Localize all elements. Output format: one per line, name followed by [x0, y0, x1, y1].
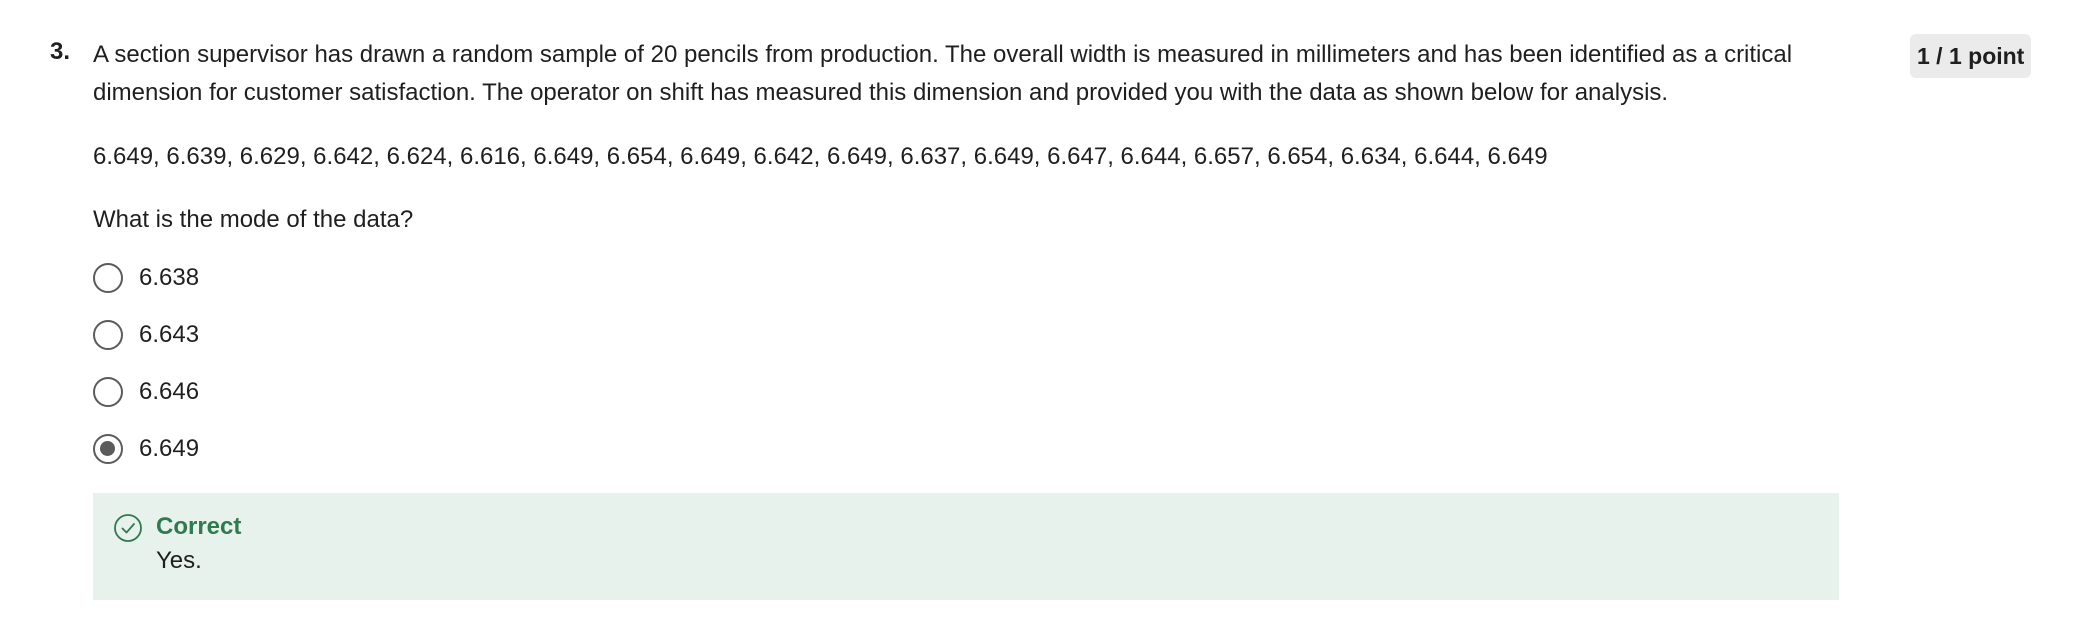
answer-option-6-646[interactable]: 6.646	[93, 376, 1833, 408]
option-label: 6.649	[139, 435, 200, 462]
points-badge: 1 / 1 point	[1910, 34, 2032, 78]
answer-option-6-643[interactable]: 6.643	[93, 319, 1833, 351]
answer-options: 6.638 6.643 6.646 6.649	[93, 262, 1833, 465]
feedback-title: Correct	[156, 513, 242, 540]
check-circle-icon	[114, 514, 142, 542]
radio-button[interactable]	[93, 263, 123, 293]
question-body: A section supervisor has drawn a random …	[93, 36, 1833, 490]
question-prompt: What is the mode of the data?	[93, 206, 414, 233]
radio-button[interactable]	[93, 377, 123, 407]
question-data: 6.649, 6.639, 6.629, 6.642, 6.624, 6.616…	[93, 143, 1548, 170]
feedback-text: Yes.	[156, 547, 202, 574]
feedback-panel: Correct Yes.	[93, 493, 1839, 600]
radio-button[interactable]	[93, 320, 123, 350]
option-label: 6.646	[139, 378, 200, 405]
answer-option-6-638[interactable]: 6.638	[93, 262, 1833, 294]
question-number: 3.	[50, 38, 71, 65]
radio-button-selected[interactable]	[93, 434, 123, 464]
option-label: 6.638	[139, 264, 200, 291]
option-label: 6.643	[139, 321, 200, 348]
answer-option-6-649[interactable]: 6.649	[93, 433, 1833, 465]
question-text: A section supervisor has drawn a random …	[93, 41, 1793, 106]
